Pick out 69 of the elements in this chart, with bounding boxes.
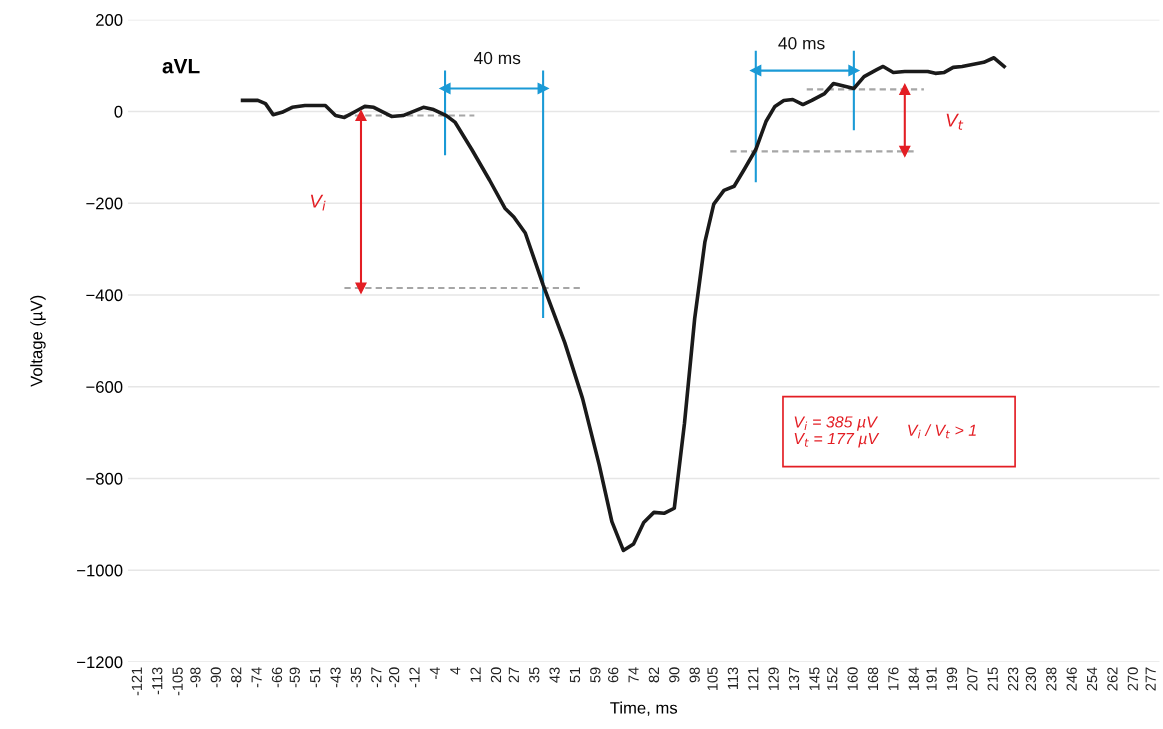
x-tick-label: 59 <box>590 667 601 683</box>
x-tick-label: -90 <box>210 667 221 688</box>
x-tick-label: 215 <box>987 667 998 691</box>
x-tick-label: 35 <box>529 667 540 683</box>
x-tick-label: -98 <box>190 667 201 688</box>
x-tick-label: -113 <box>152 667 163 695</box>
x-tick-label: 191 <box>926 667 937 691</box>
x-tick-label: 270 <box>1127 667 1138 691</box>
y-tick-label: −400 <box>86 289 123 302</box>
x-tick-label: 184 <box>908 667 919 691</box>
annotation: 40 ms <box>778 37 825 50</box>
x-tick-label: -20 <box>388 667 400 688</box>
annotation: V$_{i}$ = 385 µV V$_{t}$ = 177 µV <box>794 416 880 448</box>
x-tick-label: 152 <box>827 667 838 691</box>
x-tick-label: 246 <box>1066 667 1077 691</box>
x-tick-label: -12 <box>409 667 420 688</box>
x-tick-label: -27 <box>371 667 382 688</box>
x-tick-label: -59 <box>289 667 300 688</box>
x-tick-label: -74 <box>251 667 262 688</box>
x-tick-label: -66 <box>271 667 283 688</box>
x-tick-label: -4 <box>429 667 440 680</box>
x-tick-label: 82 <box>648 667 660 683</box>
x-tick-label: 230 <box>1025 667 1037 691</box>
x-tick-label: 4 <box>450 667 461 675</box>
x-tick-label: -51 <box>310 667 321 688</box>
x-tick-label: 176 <box>888 667 899 691</box>
x-tick-label: 66 <box>608 667 619 683</box>
x-tick-label: -121 <box>131 667 142 696</box>
x-tick-label: 262 <box>1107 667 1118 691</box>
y-axis-title: Voltage (µV) <box>30 295 46 387</box>
x-tick-label: -82 <box>231 667 242 688</box>
x-tick-label: 121 <box>748 667 759 691</box>
text: aVL <box>162 58 200 74</box>
annotation: V$_{i}$ <box>310 194 326 211</box>
x-tick-label: 12 <box>470 667 481 682</box>
x-tick-label: 199 <box>946 667 958 691</box>
annotation: V$_{i}$ / V$_{t}$ > 1 <box>908 424 976 439</box>
y-tick-label: 0 <box>114 105 123 118</box>
x-tick-label: 238 <box>1046 667 1057 691</box>
annotation: V$_{t}$ <box>946 113 964 130</box>
x-tick-label: 223 <box>1007 667 1019 691</box>
y-tick-label: −1000 <box>77 564 123 577</box>
x-tick-label: 51 <box>569 667 581 683</box>
x-tick-label: 113 <box>727 667 739 689</box>
y-tick-label: −200 <box>86 197 123 210</box>
x-tick-label: 98 <box>689 667 700 683</box>
x-tick-label: 43 <box>549 667 560 683</box>
annotation: 40 ms <box>474 51 521 65</box>
y-tick-label: −800 <box>86 472 123 485</box>
x-tick-label: 145 <box>809 667 820 691</box>
x-axis-title: Time, ms <box>610 701 678 716</box>
x-tick-label: 129 <box>768 667 779 691</box>
x-tick-label: 207 <box>967 667 978 691</box>
x-tick-label: 74 <box>628 667 639 683</box>
y-tick-label: 200 <box>96 14 123 26</box>
x-tick-label: 277 <box>1145 667 1156 691</box>
x-tick-label: 254 <box>1086 667 1098 691</box>
x-tick-label: -43 <box>330 667 341 688</box>
x-tick-label: 90 <box>669 667 680 683</box>
y-tick-label: −1200 <box>77 656 123 669</box>
x-tick-label: -35 <box>350 667 362 688</box>
y-tick-label: −600 <box>86 381 123 393</box>
x-tick-label: -105 <box>172 667 183 696</box>
x-tick-label: 160 <box>847 667 858 691</box>
x-tick-label: 20 <box>490 667 502 683</box>
x-tick-label: 137 <box>788 667 800 691</box>
x-tick-label: 105 <box>707 667 718 691</box>
x-tick-label: 168 <box>867 667 879 691</box>
x-tick-label: 27 <box>508 667 519 683</box>
